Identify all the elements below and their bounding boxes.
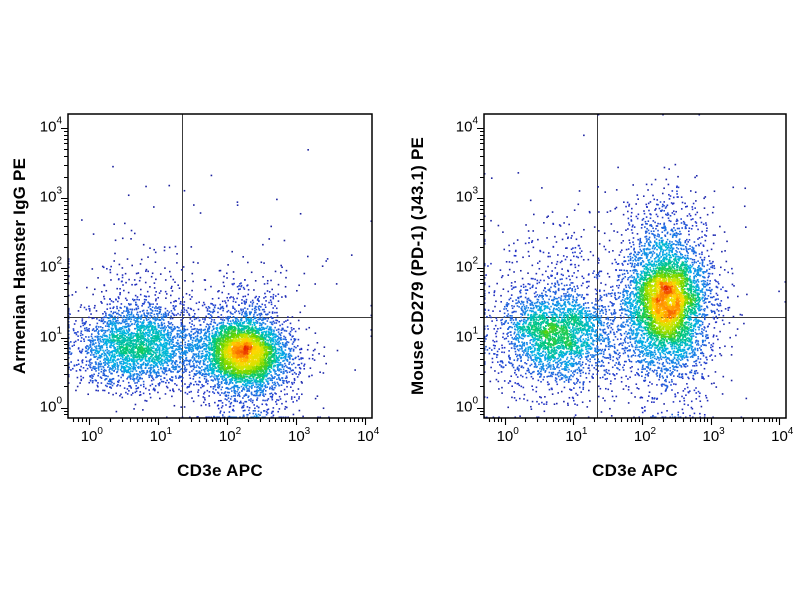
- y-tick-label: 102: [455, 255, 478, 276]
- y-tick-label: 100: [455, 395, 478, 415]
- x-tick-label: 104: [771, 425, 794, 445]
- y-tick-label: 102: [39, 255, 62, 276]
- x-tick-label: 101: [565, 425, 588, 445]
- y-tick-label: 103: [455, 185, 478, 206]
- x-tick-label: 104: [357, 425, 380, 445]
- y-tick-label: 103: [39, 185, 62, 206]
- x-axis-title-right-plot: CD3e APC: [592, 461, 678, 480]
- x-tick-label: 100: [496, 425, 519, 445]
- x-axis-title-left-plot: CD3e APC: [177, 461, 263, 480]
- y-tick-label: 104: [455, 115, 478, 136]
- x-tick-label: 103: [287, 425, 311, 445]
- y-tick-label: 101: [455, 325, 478, 346]
- y-tick-label: 100: [39, 395, 62, 415]
- x-tick-label: 102: [218, 425, 242, 445]
- y-axis-title-left-plot: Armenian Hamster IgG PE: [10, 157, 30, 375]
- x-tick-label: 100: [80, 425, 103, 445]
- y-axis-title-wrap-right-plot: Mouse CD279 (PD-1) (J43.1) PE: [398, 114, 438, 418]
- y-tick-label: 104: [39, 115, 62, 136]
- x-tick-label: 101: [149, 425, 173, 445]
- x-tick-label: 103: [702, 425, 725, 445]
- y-tick-label: 101: [39, 325, 62, 346]
- y-axis-title-wrap-left-plot: Armenian Hamster IgG PE: [0, 114, 40, 418]
- y-axis-title-right-plot: Mouse CD279 (PD-1) (J43.1) PE: [408, 136, 428, 396]
- x-tick-label: 102: [633, 425, 657, 445]
